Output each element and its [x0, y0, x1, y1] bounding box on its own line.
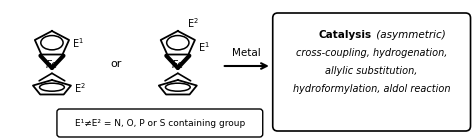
Text: $\mathregular{E^1}$: $\mathregular{E^1}$	[72, 36, 84, 50]
Text: or: or	[110, 59, 122, 69]
Text: allylic substitution,: allylic substitution,	[325, 66, 418, 76]
Text: hydroformylation, aldol reaction: hydroformylation, aldol reaction	[293, 84, 450, 94]
Text: cross-coupling, hydrogenation,: cross-coupling, hydrogenation,	[296, 48, 447, 58]
Text: Fe: Fe	[172, 60, 184, 70]
Text: (asymmetric): (asymmetric)	[373, 30, 446, 40]
Text: $\mathregular{E^1}$: $\mathregular{E^1}$	[198, 40, 210, 54]
Text: Metal: Metal	[232, 48, 261, 58]
Text: $\mathregular{E^2}$: $\mathregular{E^2}$	[187, 16, 199, 30]
Text: Catalysis: Catalysis	[318, 30, 372, 40]
FancyBboxPatch shape	[273, 13, 471, 131]
Text: Fe: Fe	[46, 60, 58, 70]
Text: $\mathregular{E^2}$: $\mathregular{E^2}$	[74, 81, 86, 95]
FancyBboxPatch shape	[57, 109, 263, 137]
Text: E¹≠E² = N, O, P or S containing group: E¹≠E² = N, O, P or S containing group	[75, 119, 245, 128]
